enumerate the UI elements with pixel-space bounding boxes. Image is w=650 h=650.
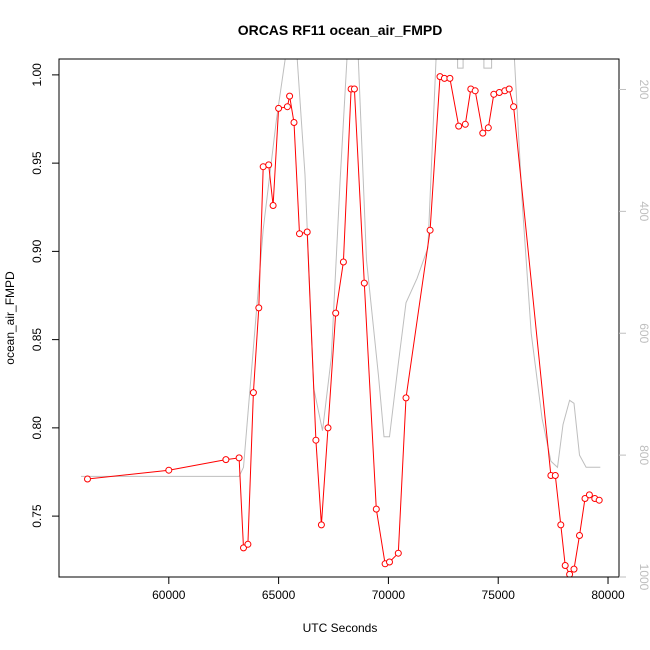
y-tick-label: 0.95 <box>30 151 44 175</box>
data-point <box>286 92 294 100</box>
series-line-secondary <box>81 59 601 477</box>
y2-tick-label: 200 <box>637 79 650 99</box>
x-tick-label: 60000 <box>152 588 186 602</box>
plot-layer <box>81 59 603 577</box>
x-tick-label: 65000 <box>262 588 296 602</box>
data-point <box>332 309 340 317</box>
data-point <box>386 558 393 566</box>
y2-tick-label: 1000 <box>637 564 650 591</box>
data-point <box>505 85 513 93</box>
data-point <box>479 129 487 137</box>
y-tick-label: 0.90 <box>30 239 44 263</box>
data-point <box>290 119 298 126</box>
data-point <box>296 230 303 238</box>
data-point <box>84 475 91 483</box>
y2-tick-label: 800 <box>637 445 650 465</box>
data-point <box>585 491 593 499</box>
y-axis-label: ocean_air_FMPD <box>3 271 17 365</box>
x-axis: 60000 65000 70000 75000 80000 <box>152 577 625 602</box>
secondary-y-axis: 200 400 600 800 1000 <box>619 79 650 591</box>
data-point <box>240 544 247 552</box>
data-point <box>561 562 569 569</box>
data-point <box>255 304 263 312</box>
data-point <box>222 456 230 464</box>
data-point <box>595 496 603 504</box>
data-point <box>235 454 243 462</box>
data-point <box>372 505 380 513</box>
data-point <box>394 549 402 557</box>
data-point <box>557 521 565 529</box>
data-point <box>426 226 434 234</box>
data-point <box>461 120 469 128</box>
y-tick-label: 0.80 <box>30 416 44 440</box>
chart-title: ORCAS RF11 ocean_air_FMPD <box>238 22 443 38</box>
x-axis-label: UTC Seconds <box>303 621 378 635</box>
data-point <box>551 472 559 479</box>
y-axis: 0.75 0.80 0.85 0.90 0.95 1.00 <box>30 63 59 528</box>
plot-frame <box>58 58 620 578</box>
data-point <box>303 228 311 236</box>
y-tick-label: 0.75 <box>30 504 44 528</box>
data-point <box>244 540 252 548</box>
data-point <box>581 495 589 502</box>
data-point <box>283 103 291 111</box>
data-point <box>265 161 273 169</box>
x-tick-label: 70000 <box>372 588 406 602</box>
data-point <box>317 521 325 529</box>
data-point <box>576 532 583 539</box>
y-tick-label: 1.00 <box>30 63 44 87</box>
data-point <box>312 436 320 444</box>
data-point <box>165 466 173 474</box>
data-point <box>350 85 358 93</box>
data-point <box>269 202 277 209</box>
data-point <box>455 122 463 130</box>
y2-tick-label: 600 <box>637 323 650 343</box>
x-tick-label: 75000 <box>482 588 516 602</box>
data-point <box>510 103 518 111</box>
data-point <box>249 389 257 397</box>
data-point <box>570 565 578 573</box>
data-point <box>402 394 410 402</box>
y-tick-label: 0.85 <box>30 328 44 352</box>
data-point <box>566 570 574 577</box>
data-point <box>324 424 332 432</box>
data-point <box>471 87 479 95</box>
data-point <box>275 104 283 112</box>
data-point <box>360 279 368 287</box>
y2-tick-label: 400 <box>637 201 650 221</box>
data-point <box>339 258 347 266</box>
data-point <box>446 74 454 82</box>
x-tick-label: 80000 <box>591 588 625 602</box>
data-point <box>484 124 492 132</box>
